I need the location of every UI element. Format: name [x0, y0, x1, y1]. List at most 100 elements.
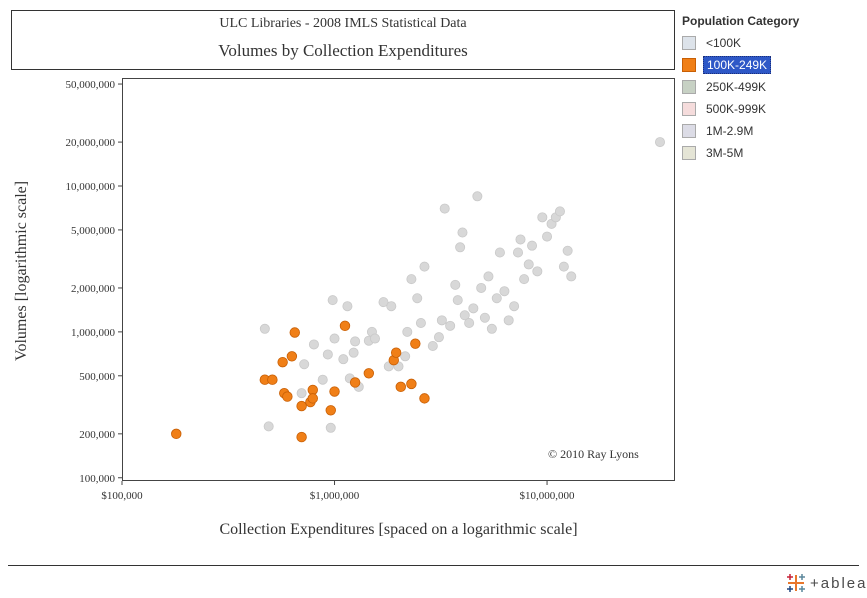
scatter-point-unselected[interactable] — [259, 323, 270, 334]
scatter-point-unselected[interactable] — [452, 295, 463, 306]
scatter-point-unselected[interactable] — [450, 279, 461, 290]
legend-label: <100K — [706, 36, 742, 50]
scatter-point[interactable] — [339, 320, 351, 332]
scatter-point-unselected[interactable] — [327, 295, 338, 306]
scatter-point[interactable] — [171, 428, 182, 440]
scatter-point-unselected[interactable] — [433, 332, 444, 343]
scatter-point-unselected[interactable] — [479, 312, 490, 323]
legend-item[interactable]: 100K-249K — [682, 55, 862, 75]
scatter-point-unselected[interactable] — [566, 271, 577, 282]
scatter-point[interactable] — [325, 405, 336, 416]
scatter-point[interactable] — [282, 391, 293, 402]
scatter-point[interactable] — [289, 327, 300, 338]
scatter-point[interactable] — [307, 393, 318, 404]
scatter-point-unselected[interactable] — [400, 351, 411, 362]
scatter-point-unselected[interactable] — [296, 388, 307, 399]
scatter-point[interactable] — [286, 351, 298, 362]
scatter-point[interactable] — [363, 368, 375, 379]
scatter-point-unselected[interactable] — [348, 347, 359, 358]
y-tick-label: 100,000 — [79, 473, 115, 485]
scatter-point-unselected[interactable] — [308, 339, 319, 350]
legend-label: 100K-249K — [703, 56, 772, 74]
legend-item[interactable]: 500K-999K — [682, 99, 862, 119]
scatter-point-unselected[interactable] — [350, 336, 361, 347]
title-box: ULC Libraries - 2008 IMLS Statistical Da… — [11, 10, 675, 70]
x-tick-label: $100,000 — [101, 490, 143, 502]
scatter-point[interactable] — [390, 347, 402, 358]
scatter-point-unselected[interactable] — [464, 318, 475, 329]
scatter-point-unselected[interactable] — [317, 374, 328, 385]
scatter-point-unselected[interactable] — [338, 354, 349, 365]
scatter-point-unselected[interactable] — [412, 293, 423, 304]
scatter-point-unselected[interactable] — [402, 326, 413, 337]
scatter-point-unselected[interactable] — [562, 245, 573, 256]
scatter-point-unselected[interactable] — [476, 282, 487, 293]
legend-item[interactable]: 3M-5M — [682, 143, 862, 163]
scatter-point-unselected[interactable] — [457, 227, 468, 238]
scatter-point-unselected[interactable] — [419, 261, 430, 272]
scatter-point[interactable] — [267, 374, 278, 385]
scatter-point-unselected[interactable] — [509, 301, 520, 312]
scatter-point[interactable] — [277, 356, 288, 368]
scatter-point[interactable] — [395, 381, 406, 393]
legend-item[interactable]: <100K — [682, 33, 862, 53]
scatter-point-unselected[interactable] — [342, 301, 353, 312]
scatter-point-unselected[interactable] — [386, 301, 397, 312]
x-tick-label: $1,000,000 — [310, 490, 360, 502]
scatter-point-unselected[interactable] — [455, 242, 466, 253]
scatter-point[interactable] — [406, 378, 417, 390]
scatter-point-unselected[interactable] — [472, 191, 483, 202]
scatter-point-unselected[interactable] — [542, 231, 553, 242]
scatter-point[interactable] — [296, 431, 307, 443]
scatter-point[interactable] — [419, 393, 430, 404]
scatter-point-unselected[interactable] — [406, 274, 417, 285]
scatter-point[interactable] — [410, 338, 421, 349]
scatter-point-unselected[interactable] — [329, 333, 340, 344]
scatter-point-unselected[interactable] — [459, 310, 470, 321]
scatter-point-unselected[interactable] — [468, 303, 479, 314]
scatter-point-unselected[interactable] — [519, 274, 530, 285]
scatter-point-unselected[interactable] — [654, 137, 665, 148]
scatter-point-unselected[interactable] — [486, 323, 497, 334]
scatter-point[interactable] — [329, 386, 340, 397]
legend-title: Population Category — [682, 14, 800, 28]
legend-item[interactable]: 1M-2.9M — [682, 121, 862, 141]
scatter-point[interactable] — [296, 400, 307, 412]
plot-area[interactable] — [122, 78, 675, 481]
scatter-point-unselected[interactable] — [503, 315, 514, 326]
scatter-point-unselected[interactable] — [523, 259, 534, 270]
scatter-point-unselected[interactable] — [427, 341, 438, 352]
y-tick-label: 2,000,000 — [71, 283, 116, 295]
scatter-point-unselected[interactable] — [491, 293, 502, 304]
legend-item[interactable]: 250K-499K — [682, 77, 862, 97]
chart-subtitle: Volumes by Collection Expenditures — [218, 41, 468, 60]
legend-label: 1M-2.9M — [706, 124, 754, 138]
scatter-point-unselected[interactable] — [299, 359, 310, 370]
scatter-point-unselected[interactable] — [494, 247, 505, 258]
scatter-point-unselected[interactable] — [322, 349, 333, 360]
scatter-point-unselected[interactable] — [527, 240, 538, 251]
scatter-point-unselected[interactable] — [513, 247, 524, 258]
y-tick-label: 200,000 — [79, 429, 115, 441]
scatter-point-unselected[interactable] — [369, 333, 380, 344]
scatter-point-unselected[interactable] — [436, 315, 447, 326]
scatter-point-unselected[interactable] — [558, 261, 569, 272]
y-tick-label: 50,000,000 — [66, 79, 116, 91]
tableau-cross-icon — [786, 573, 806, 593]
scatter-point[interactable] — [349, 377, 361, 388]
scatter-point-unselected[interactable] — [263, 421, 274, 432]
scatter-point-unselected[interactable] — [532, 266, 543, 277]
scatter-point-unselected[interactable] — [325, 422, 336, 433]
scatter-point-unselected[interactable] — [415, 318, 426, 329]
scatter-point-unselected[interactable] — [445, 320, 456, 331]
tableau-logo[interactable]: +ableau — [786, 572, 867, 594]
legend-swatch — [682, 102, 696, 116]
scatter-point-unselected[interactable] — [499, 286, 510, 297]
scatter-point-unselected[interactable] — [515, 234, 526, 245]
scatter-point-unselected[interactable] — [483, 271, 494, 282]
scatter-point-unselected[interactable] — [378, 297, 389, 308]
scatter-point-unselected[interactable] — [537, 212, 548, 223]
scatter-point-unselected[interactable] — [554, 206, 565, 217]
scatter-point-unselected[interactable] — [439, 203, 450, 214]
